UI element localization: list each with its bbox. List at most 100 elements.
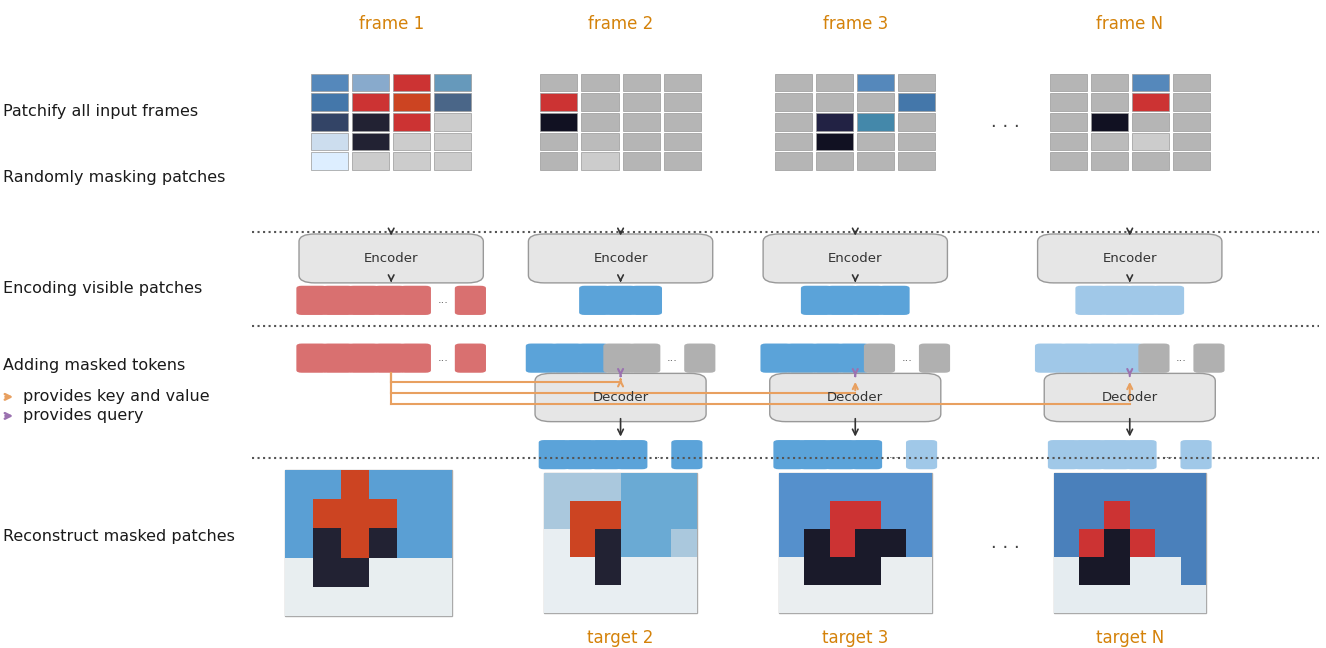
FancyBboxPatch shape [1180, 529, 1207, 557]
FancyBboxPatch shape [898, 74, 935, 91]
FancyBboxPatch shape [581, 74, 618, 91]
FancyBboxPatch shape [778, 473, 931, 613]
FancyBboxPatch shape [1180, 557, 1207, 585]
FancyBboxPatch shape [1155, 529, 1180, 557]
FancyBboxPatch shape [1172, 152, 1209, 170]
FancyBboxPatch shape [1130, 473, 1155, 501]
Text: ...: ... [654, 450, 664, 459]
FancyBboxPatch shape [1126, 440, 1156, 469]
FancyBboxPatch shape [855, 585, 880, 613]
FancyBboxPatch shape [310, 113, 347, 131]
FancyBboxPatch shape [855, 557, 880, 585]
FancyBboxPatch shape [570, 529, 595, 557]
FancyBboxPatch shape [310, 74, 347, 91]
FancyBboxPatch shape [853, 286, 883, 315]
FancyBboxPatch shape [285, 587, 313, 616]
FancyBboxPatch shape [1053, 473, 1207, 613]
FancyBboxPatch shape [396, 499, 424, 528]
FancyBboxPatch shape [1172, 133, 1209, 150]
FancyBboxPatch shape [1155, 501, 1180, 529]
FancyBboxPatch shape [369, 470, 396, 499]
FancyBboxPatch shape [1090, 113, 1127, 131]
FancyBboxPatch shape [1049, 152, 1087, 170]
FancyBboxPatch shape [1090, 74, 1127, 91]
FancyBboxPatch shape [341, 470, 369, 499]
FancyBboxPatch shape [664, 74, 700, 91]
FancyBboxPatch shape [455, 286, 485, 315]
FancyBboxPatch shape [880, 529, 906, 557]
FancyBboxPatch shape [541, 113, 578, 131]
FancyBboxPatch shape [424, 557, 452, 587]
FancyBboxPatch shape [581, 93, 618, 111]
FancyBboxPatch shape [374, 343, 404, 373]
FancyBboxPatch shape [815, 113, 854, 131]
FancyBboxPatch shape [392, 133, 430, 150]
FancyBboxPatch shape [392, 74, 430, 91]
FancyBboxPatch shape [630, 343, 660, 373]
Text: ...: ... [888, 450, 899, 459]
FancyBboxPatch shape [351, 93, 390, 111]
FancyBboxPatch shape [898, 113, 935, 131]
FancyBboxPatch shape [825, 440, 857, 469]
FancyBboxPatch shape [855, 473, 880, 501]
FancyBboxPatch shape [581, 152, 618, 170]
FancyBboxPatch shape [1130, 585, 1155, 613]
FancyBboxPatch shape [906, 440, 937, 469]
Text: target 3: target 3 [822, 629, 888, 647]
FancyBboxPatch shape [595, 529, 621, 557]
FancyBboxPatch shape [544, 473, 570, 501]
FancyBboxPatch shape [578, 343, 609, 373]
FancyBboxPatch shape [544, 473, 697, 613]
FancyBboxPatch shape [534, 373, 705, 422]
FancyBboxPatch shape [1099, 440, 1131, 469]
Text: target N: target N [1095, 629, 1164, 647]
FancyBboxPatch shape [1075, 286, 1106, 315]
Text: frame 1: frame 1 [358, 15, 424, 33]
FancyBboxPatch shape [805, 473, 830, 501]
FancyBboxPatch shape [878, 286, 910, 315]
FancyBboxPatch shape [341, 557, 369, 587]
FancyBboxPatch shape [595, 501, 621, 529]
FancyBboxPatch shape [778, 501, 805, 529]
FancyBboxPatch shape [541, 93, 578, 111]
Text: Randomly masking patches: Randomly masking patches [3, 170, 225, 185]
Text: frame 3: frame 3 [822, 15, 888, 33]
FancyBboxPatch shape [579, 286, 610, 315]
FancyBboxPatch shape [623, 113, 660, 131]
FancyBboxPatch shape [424, 528, 452, 557]
FancyBboxPatch shape [296, 343, 328, 373]
FancyBboxPatch shape [396, 557, 424, 587]
FancyBboxPatch shape [621, 557, 646, 585]
FancyBboxPatch shape [898, 133, 935, 150]
FancyBboxPatch shape [1079, 557, 1105, 585]
FancyBboxPatch shape [671, 440, 703, 469]
Text: ...: ... [438, 295, 448, 305]
FancyBboxPatch shape [621, 473, 646, 501]
FancyBboxPatch shape [664, 133, 700, 150]
FancyBboxPatch shape [1113, 343, 1143, 373]
Text: Encoding visible patches: Encoding visible patches [3, 281, 202, 296]
FancyBboxPatch shape [830, 473, 855, 501]
FancyBboxPatch shape [1053, 501, 1079, 529]
FancyBboxPatch shape [396, 470, 424, 499]
FancyBboxPatch shape [898, 93, 935, 111]
FancyBboxPatch shape [369, 587, 396, 616]
FancyBboxPatch shape [313, 557, 341, 587]
FancyBboxPatch shape [544, 557, 570, 585]
FancyBboxPatch shape [1048, 440, 1079, 469]
FancyBboxPatch shape [812, 343, 843, 373]
FancyBboxPatch shape [623, 74, 660, 91]
FancyBboxPatch shape [1130, 557, 1155, 585]
FancyBboxPatch shape [1172, 74, 1209, 91]
FancyBboxPatch shape [351, 74, 390, 91]
FancyBboxPatch shape [570, 473, 595, 501]
FancyBboxPatch shape [774, 93, 812, 111]
FancyBboxPatch shape [855, 529, 880, 557]
FancyBboxPatch shape [815, 133, 854, 150]
Text: Encoder: Encoder [593, 252, 648, 265]
FancyBboxPatch shape [880, 585, 906, 613]
Text: Encoder: Encoder [363, 252, 419, 265]
FancyBboxPatch shape [528, 234, 713, 283]
FancyBboxPatch shape [623, 93, 660, 111]
FancyBboxPatch shape [621, 529, 646, 557]
